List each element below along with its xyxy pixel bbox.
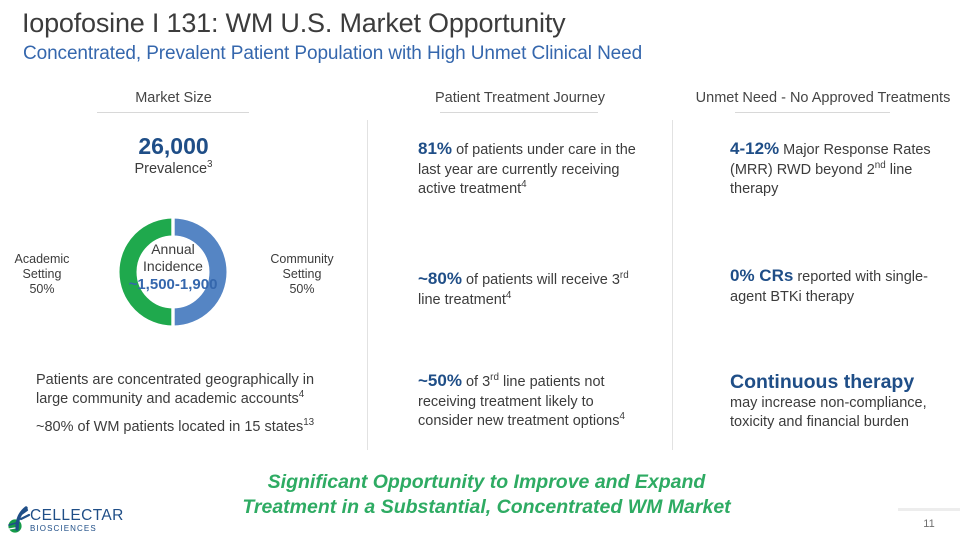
stat-footnote: 4 [505, 289, 512, 301]
prevalence-text: Prevalence [134, 161, 208, 177]
stat-ordinal: nd [874, 159, 886, 171]
community-line2: Setting [282, 267, 322, 281]
stat-text: of patients under care in the last year … [418, 142, 636, 197]
footer-tagline-line1: Significant Opportunity to Improve and E… [267, 471, 706, 493]
stat-footnote: 4 [521, 179, 527, 191]
donut-label-community: Community Setting 50% [263, 252, 341, 297]
page-number-rule [898, 508, 960, 511]
stat-text: reported with single-agent BTKi therapy [730, 269, 928, 305]
footer-tagline-line2: Treatment in a Substantial, Concentrated… [242, 496, 731, 518]
stat-highlight: ~80% [418, 269, 462, 288]
logo-ray-1-icon [18, 508, 29, 517]
stat-footnote: 4 [619, 411, 625, 423]
stat-zero-percent-crs: 0% CRs reported with single-agent BTKi t… [730, 266, 956, 307]
note-states-text: ~80% of WM patients located in 15 states [36, 419, 304, 435]
stat-highlight: 81% [418, 139, 453, 158]
footer-tagline: Significant Opportunity to Improve and E… [0, 470, 973, 520]
column-header-patient-journey: Patient Treatment Journey [434, 90, 606, 106]
stat-text: of 3 [465, 374, 491, 390]
note-geography-footnote: 4 [298, 389, 305, 401]
column-rule-market-size [97, 112, 249, 113]
logo-tagline: BIOSCIENCES [30, 523, 97, 533]
stat-highlight: 4-12% [730, 139, 780, 158]
market-size-note-geography: Patients are concentrated geographically… [36, 371, 346, 409]
stat-third-line-treatment: ~80% of patients will receive 3rd line t… [418, 269, 643, 310]
stat-text-tail: line patients not receiving treatment li… [418, 374, 620, 429]
cellectar-logo [4, 506, 134, 536]
donut-label-academic: Academic Setting 50% [6, 252, 78, 297]
column-divider-1 [367, 120, 368, 450]
market-size-note-states: ~80% of WM patients located in 15 states… [36, 418, 346, 437]
stat-patients-under-care: 81% of patients under care in the last y… [418, 139, 643, 200]
logo-wordmark: CELLECTAR BIOSCIENCES [30, 508, 124, 533]
stat-highlight: Continuous therapy [730, 371, 915, 393]
logo-circle-icon [8, 519, 22, 533]
logo-name: CELLECTAR [30, 507, 124, 524]
stat-consider-new-options: ~50% of 3rd line patients not receiving … [418, 371, 648, 432]
stat-highlight: 0% CRs [730, 266, 794, 285]
market-size-value: 26,000 [138, 133, 209, 159]
community-value: 50% [289, 282, 315, 296]
stat-continuous-therapy: Continuous therapy may increase non-comp… [730, 371, 956, 432]
donut-svg [119, 217, 227, 327]
donut-center-value: ~1,500-1,900 [128, 276, 218, 293]
logo-ray-2-icon [19, 513, 31, 521]
logo-ray-3-icon [8, 522, 17, 526]
column-rule-patient-journey [440, 112, 598, 113]
stat-major-response-rates: 4-12% Major Response Rates (MRR) RWD bey… [730, 139, 956, 200]
column-divider-2 [672, 120, 673, 450]
donut-center-line2: Incidence [143, 258, 203, 274]
donut-center-label: Annual Incidence ~1,500-1,900 [118, 241, 228, 293]
donut-arc-community [172, 218, 227, 326]
stat-text: may increase non-compliance, toxicity an… [730, 395, 927, 430]
page-title: Iopofosine I 131: WM U.S. Market Opportu… [22, 8, 566, 38]
note-geography-text: Patients are concentrated geographically… [36, 372, 315, 407]
academic-line1: Academic [14, 252, 70, 266]
incidence-donut-chart [118, 217, 228, 327]
donut-arc-academic [119, 218, 174, 326]
stat-text-tail: line treatment [418, 291, 506, 308]
stat-ordinal: rd [619, 270, 629, 282]
donut-gap-separator [171, 217, 175, 327]
community-line1: Community [270, 252, 334, 266]
academic-line2: Setting [22, 267, 62, 281]
stat-text: of patients will receive 3 [465, 272, 620, 288]
market-size-label: Prevalence3 [0, 159, 347, 177]
page-subtitle: Concentrated, Prevalent Patient Populati… [23, 43, 643, 64]
donut-center-line1: Annual [151, 241, 195, 257]
stat-highlight: ~50% [418, 371, 462, 390]
academic-value: 50% [29, 282, 55, 296]
stat-text: Major Response Rates (MRR) RWD beyond 2 [730, 142, 931, 178]
logo-stem-icon [15, 506, 28, 531]
stat-text-tail: line therapy [730, 161, 913, 198]
column-rule-unmet-need [735, 112, 890, 113]
logo-mark-icon [8, 506, 31, 533]
column-header-unmet-need: Unmet Need - No Approved Treatments [695, 90, 951, 106]
column-header-market-size: Market Size [135, 90, 212, 106]
stat-ordinal: rd [490, 372, 499, 384]
note-states-footnote: 13 [303, 417, 315, 429]
logo-ray-4-icon [8, 527, 16, 530]
page-number: 11 [923, 518, 935, 530]
prevalence-footnote: 3 [207, 159, 213, 171]
